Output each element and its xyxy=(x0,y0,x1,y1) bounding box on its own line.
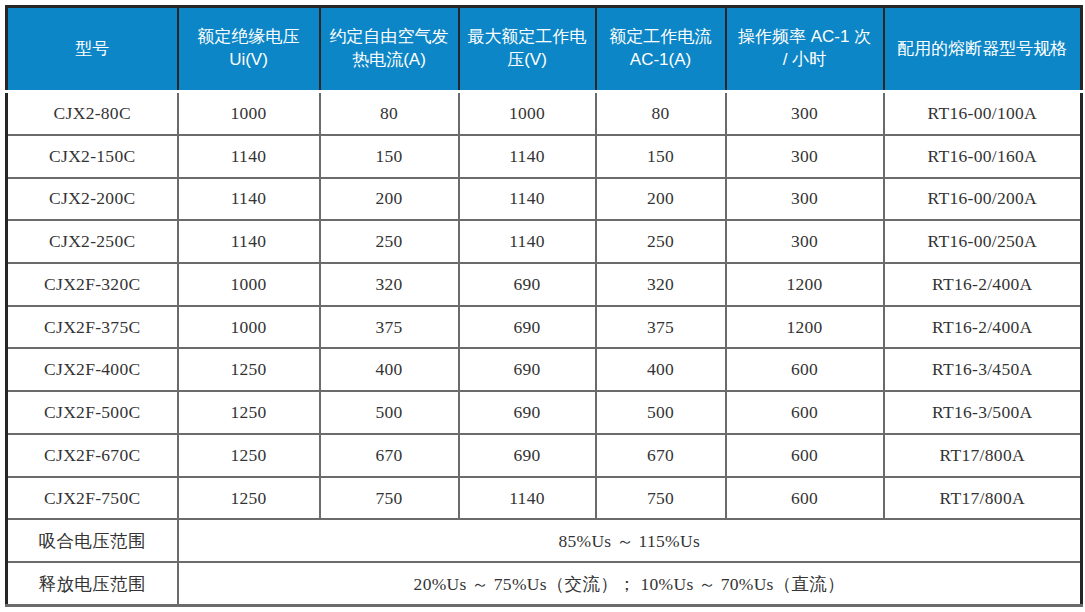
contactor-spec-table: 型号额定绝缘电压 Ui(V)约定自由空气发热电流(A)最大额定工作电压(V)额定… xyxy=(5,5,1083,607)
value-cell: 1250 xyxy=(178,477,320,520)
table-row: CJX2F-400C1250400690400600RT16-3/450A xyxy=(7,348,1082,391)
value-cell: 300 xyxy=(726,135,884,178)
value-cell: 1200 xyxy=(726,306,884,349)
table-row: CJX2F-375C10003756903751200RT16-2/400A xyxy=(7,306,1082,349)
value-cell: 690 xyxy=(459,306,596,349)
table-row: CJX2-200C11402001140200300RT16-00/200A xyxy=(7,178,1082,221)
footer-label: 吸合电压范围 xyxy=(7,519,178,562)
model-cell: CJX2-250C xyxy=(7,220,178,263)
value-cell: 750 xyxy=(320,477,459,520)
model-cell: CJX2F-750C xyxy=(7,477,178,520)
value-cell: RT16-3/450A xyxy=(884,348,1082,391)
value-cell: RT16-2/400A xyxy=(884,263,1082,306)
value-cell: 150 xyxy=(596,135,726,178)
column-header-7: 配用的熔断器型号规格 xyxy=(884,7,1082,92)
page: 型号额定绝缘电压 Ui(V)约定自由空气发热电流(A)最大额定工作电压(V)额定… xyxy=(0,0,1085,612)
value-cell: 1140 xyxy=(459,135,596,178)
value-cell: 1140 xyxy=(178,178,320,221)
value-cell: 150 xyxy=(320,135,459,178)
footer-value: 20%Us ～ 75%Us（交流）； 10%Us ～ 70%Us（直流） xyxy=(178,562,1082,605)
value-cell: 320 xyxy=(320,263,459,306)
value-cell: 250 xyxy=(320,220,459,263)
value-cell: 500 xyxy=(320,391,459,434)
value-cell: 1250 xyxy=(178,391,320,434)
value-cell: RT16-00/100A xyxy=(884,92,1082,135)
value-cell: 690 xyxy=(459,391,596,434)
model-cell: CJX2F-400C xyxy=(7,348,178,391)
table-row: CJX2F-320C10003206903201200RT16-2/400A xyxy=(7,263,1082,306)
value-cell: 1140 xyxy=(459,220,596,263)
value-cell: 80 xyxy=(320,92,459,135)
column-header-6: 操作频率 AC-1 次 / 小时 xyxy=(726,7,884,92)
header-row: 型号额定绝缘电压 Ui(V)约定自由空气发热电流(A)最大额定工作电压(V)额定… xyxy=(7,7,1082,92)
value-cell: 600 xyxy=(726,391,884,434)
value-cell: 1140 xyxy=(459,477,596,520)
value-cell: 500 xyxy=(596,391,726,434)
value-cell: 320 xyxy=(596,263,726,306)
column-header-3: 约定自由空气发热电流(A) xyxy=(320,7,459,92)
value-cell: 600 xyxy=(726,477,884,520)
footer-value: 85%Us ～ 115%Us xyxy=(178,519,1082,562)
value-cell: 1000 xyxy=(178,92,320,135)
value-cell: 690 xyxy=(459,263,596,306)
footer-label: 释放电压范围 xyxy=(7,562,178,605)
value-cell: 375 xyxy=(320,306,459,349)
value-cell: 1250 xyxy=(178,434,320,477)
value-cell: 300 xyxy=(726,178,884,221)
value-cell: 1140 xyxy=(178,135,320,178)
value-cell: 375 xyxy=(596,306,726,349)
value-cell: RT17/800A xyxy=(884,477,1082,520)
model-cell: CJX2-80C xyxy=(7,92,178,135)
table-row: CJX2-250C11402501140250300RT16-00/250A xyxy=(7,220,1082,263)
value-cell: 670 xyxy=(320,434,459,477)
column-header-2: 额定绝缘电压 Ui(V) xyxy=(178,7,320,92)
value-cell: 1250 xyxy=(178,348,320,391)
column-header-1: 型号 xyxy=(7,7,178,92)
value-cell: 670 xyxy=(596,434,726,477)
column-header-5: 额定工作电流 AC-1(A) xyxy=(596,7,726,92)
value-cell: 1000 xyxy=(178,263,320,306)
value-cell: 750 xyxy=(596,477,726,520)
table-row: CJX2-150C11401501140150300RT16-00/160A xyxy=(7,135,1082,178)
value-cell: RT16-00/200A xyxy=(884,178,1082,221)
value-cell: 690 xyxy=(459,348,596,391)
value-cell: 600 xyxy=(726,434,884,477)
value-cell: 200 xyxy=(596,178,726,221)
footer-row: 吸合电压范围85%Us ～ 115%Us xyxy=(7,519,1082,562)
value-cell: 1000 xyxy=(459,92,596,135)
value-cell: 300 xyxy=(726,92,884,135)
footer-row: 释放电压范围20%Us ～ 75%Us（交流）； 10%Us ～ 70%Us（直… xyxy=(7,562,1082,605)
table-row: CJX2F-500C1250500690500600RT16-3/500A xyxy=(7,391,1082,434)
value-cell: 400 xyxy=(596,348,726,391)
value-cell: RT17/800A xyxy=(884,434,1082,477)
value-cell: 600 xyxy=(726,348,884,391)
model-cell: CJX2-150C xyxy=(7,135,178,178)
value-cell: 400 xyxy=(320,348,459,391)
table-row: CJX2F-750C12507501140750600RT17/800A xyxy=(7,477,1082,520)
model-cell: CJX2F-500C xyxy=(7,391,178,434)
column-header-4: 最大额定工作电压(V) xyxy=(459,7,596,92)
value-cell: 1000 xyxy=(178,306,320,349)
model-cell: CJX2-200C xyxy=(7,178,178,221)
value-cell: 250 xyxy=(596,220,726,263)
table-row: CJX2-80C100080100080300RT16-00/100A xyxy=(7,92,1082,135)
model-cell: CJX2F-375C xyxy=(7,306,178,349)
model-cell: CJX2F-320C xyxy=(7,263,178,306)
model-cell: CJX2F-670C xyxy=(7,434,178,477)
value-cell: RT16-3/500A xyxy=(884,391,1082,434)
value-cell: 80 xyxy=(596,92,726,135)
value-cell: 690 xyxy=(459,434,596,477)
value-cell: 1140 xyxy=(178,220,320,263)
value-cell: RT16-2/400A xyxy=(884,306,1082,349)
table-row: CJX2F-670C1250670690670600RT17/800A xyxy=(7,434,1082,477)
value-cell: 1140 xyxy=(459,178,596,221)
value-cell: RT16-00/160A xyxy=(884,135,1082,178)
value-cell: 300 xyxy=(726,220,884,263)
value-cell: 1200 xyxy=(726,263,884,306)
value-cell: RT16-00/250A xyxy=(884,220,1082,263)
value-cell: 200 xyxy=(320,178,459,221)
